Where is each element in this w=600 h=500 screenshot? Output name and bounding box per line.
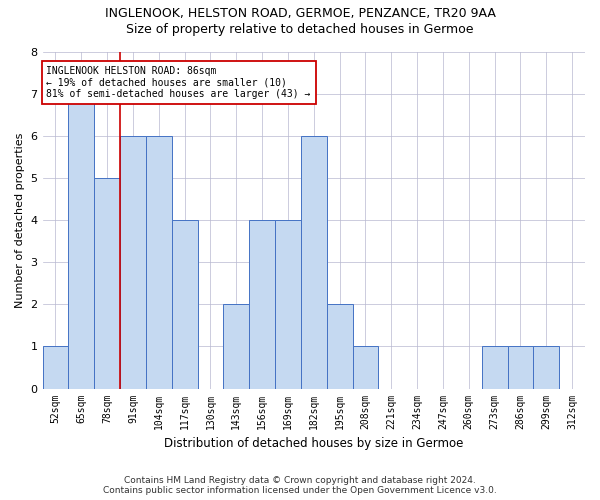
Bar [68, 94, 94, 389]
Bar [353, 346, 379, 389]
Bar [43, 346, 68, 389]
Text: Contains HM Land Registry data © Crown copyright and database right 2024.
Contai: Contains HM Land Registry data © Crown c… [103, 476, 497, 495]
Bar [94, 178, 120, 388]
Text: Size of property relative to detached houses in Germoe: Size of property relative to detached ho… [126, 22, 474, 36]
Bar [172, 220, 197, 388]
Bar [223, 304, 249, 388]
Bar [301, 136, 326, 388]
X-axis label: Distribution of detached houses by size in Germoe: Distribution of detached houses by size … [164, 437, 463, 450]
Bar [146, 136, 172, 388]
Bar [120, 136, 146, 388]
Bar [275, 220, 301, 388]
Text: INGLENOOK, HELSTON ROAD, GERMOE, PENZANCE, TR20 9AA: INGLENOOK, HELSTON ROAD, GERMOE, PENZANC… [104, 8, 496, 20]
Bar [249, 220, 275, 388]
Bar [508, 346, 533, 389]
Bar [482, 346, 508, 389]
Bar [533, 346, 559, 389]
Bar [326, 304, 353, 388]
Y-axis label: Number of detached properties: Number of detached properties [15, 132, 25, 308]
Text: INGLENOOK HELSTON ROAD: 86sqm
← 19% of detached houses are smaller (10)
81% of s: INGLENOOK HELSTON ROAD: 86sqm ← 19% of d… [46, 66, 311, 100]
